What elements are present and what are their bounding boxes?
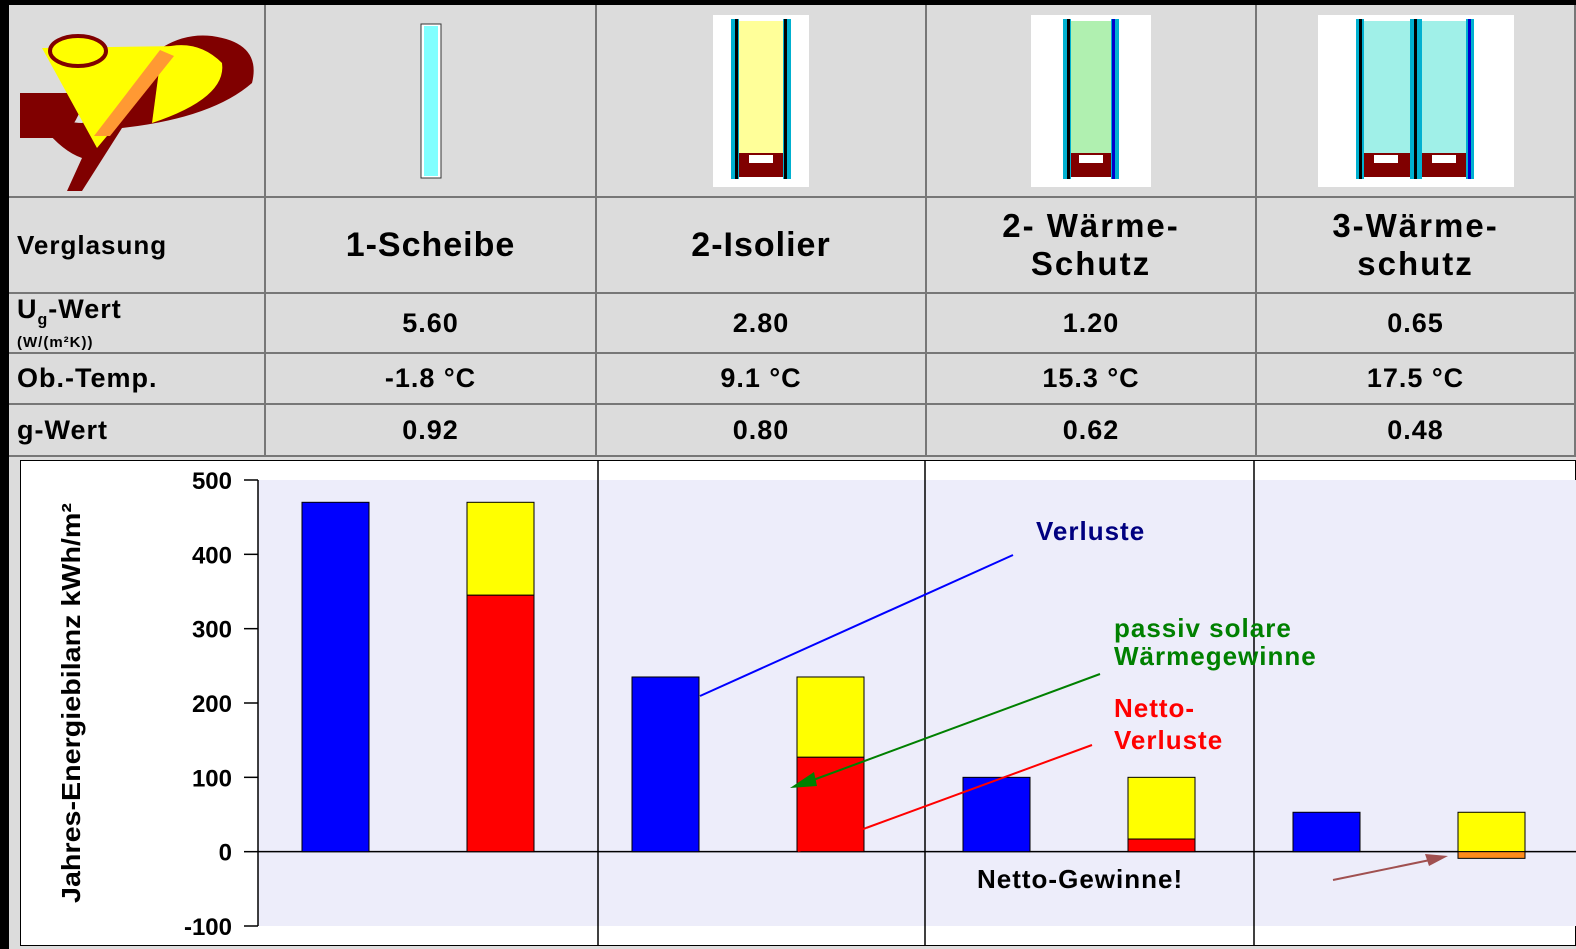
low-e-double-pane-icon <box>1031 14 1151 187</box>
bar-solar <box>796 676 865 758</box>
bar-verluste <box>631 676 700 853</box>
label-solar-line2: Wärmegewinne <box>1114 641 1317 671</box>
pointer-solar <box>804 673 1101 784</box>
col4-ug: 0.65 <box>1257 294 1576 354</box>
pointer-netto-extension <box>797 827 867 852</box>
col2-g: 0.80 <box>597 405 927 457</box>
bar-solar <box>1127 776 1196 840</box>
y-tick-label: 300 <box>192 617 232 644</box>
label-solar-line1: passiv solare <box>1114 613 1292 643</box>
col1-name: 1-Scheibe <box>266 198 597 294</box>
y-tick-label: 400 <box>192 542 232 569</box>
verglasung-label: Verglasung <box>9 198 266 294</box>
col3-name-line2: Schutz <box>1030 245 1152 282</box>
y-tick-label: 500 <box>192 468 232 495</box>
glass-image-3 <box>927 5 1257 198</box>
col4-temp: 17.5 °C <box>1257 354 1576 405</box>
label-netto-line2: Verluste <box>1114 725 1223 755</box>
glass-image-4 <box>1257 5 1576 198</box>
bar-verluste <box>1292 811 1361 853</box>
col2-name: 2-Isolier <box>597 198 927 294</box>
col1-ug: 5.60 <box>266 294 597 354</box>
col4-name: 3-Wärme- schutz <box>1257 198 1576 294</box>
label-netto-line1: Netto- <box>1114 693 1195 723</box>
table-column-dividers <box>597 460 1255 946</box>
col4-name-line2: schutz <box>1357 245 1474 282</box>
col2-ug: 2.80 <box>597 294 927 354</box>
y-tick-label: -100 <box>184 914 232 941</box>
logo-icon <box>19 34 254 191</box>
glass-image-2 <box>597 5 927 198</box>
col3-name-line1: 2- Wärme- <box>1002 207 1180 244</box>
single-pane-icon <box>420 23 441 179</box>
double-pane-icon <box>713 14 809 187</box>
g-label: g-Wert <box>9 405 266 457</box>
bar-netto-verluste <box>796 756 865 853</box>
bar-verluste <box>962 776 1031 853</box>
y-tick-label: 200 <box>192 691 232 718</box>
y-tick-label: 100 <box>192 765 232 792</box>
ug-label-main: Ug-Wert <box>17 294 122 329</box>
col4-name-line1: 3-Wärme- <box>1332 207 1499 244</box>
bar-netto-gewinne <box>1457 851 1526 859</box>
bars <box>301 501 1526 859</box>
col3-ug: 1.20 <box>927 294 1257 354</box>
col1-temp: -1.8 °C <box>266 354 597 405</box>
temp-label: Ob.-Temp. <box>9 354 266 405</box>
label-verluste: Verluste <box>1036 516 1145 546</box>
col1-g: 0.92 <box>266 405 597 457</box>
pointer-verluste <box>699 554 1014 697</box>
y-tick-label: 0 <box>219 840 232 867</box>
col3-temp: 15.3 °C <box>927 354 1257 405</box>
arrowhead-gewinne <box>1425 854 1448 866</box>
logo-cell <box>9 5 266 198</box>
ug-unit: (W/(m²K)) <box>17 333 94 351</box>
bar-netto-verluste <box>1127 838 1196 853</box>
bar-netto-verluste <box>466 594 535 853</box>
col3-name: 2- Wärme- Schutz <box>927 198 1257 294</box>
pointer-gewinne <box>1332 859 1431 881</box>
label-netto-gewinne: Netto-Gewinne! <box>977 864 1183 894</box>
energy-balance-chart: Jahres-Energiebilanz kWh/m² 500 400 300 200… <box>20 460 1576 946</box>
triple-pane-icon <box>1317 14 1514 187</box>
bar-solar <box>466 501 535 596</box>
bar-solar <box>1457 811 1526 853</box>
col4-g: 0.48 <box>1257 405 1576 457</box>
pointer-netto <box>865 744 1093 829</box>
col3-g: 0.62 <box>927 405 1257 457</box>
y-axis-label: Jahres-Energiebilanz kWh/m² <box>56 503 86 903</box>
bar-verluste <box>301 501 370 853</box>
col2-temp: 9.1 °C <box>597 354 927 405</box>
glass-image-1 <box>266 5 597 198</box>
ug-label: Ug-Wert (W/(m²K)) <box>9 294 266 354</box>
arrowhead-solar <box>790 772 817 788</box>
plot-area <box>258 480 1576 926</box>
